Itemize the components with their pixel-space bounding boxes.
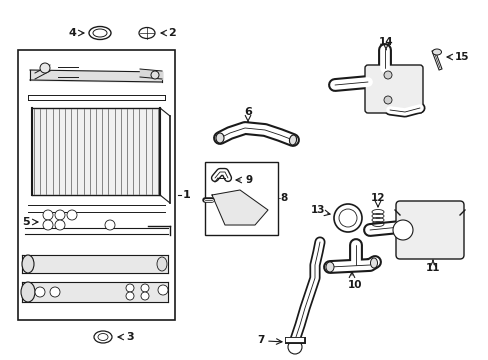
Circle shape — [287, 340, 302, 354]
Text: 4: 4 — [68, 28, 76, 38]
Text: 9: 9 — [244, 175, 252, 185]
Text: 13: 13 — [310, 205, 325, 215]
Circle shape — [158, 285, 168, 295]
Circle shape — [67, 210, 77, 220]
Circle shape — [55, 220, 65, 230]
Ellipse shape — [431, 49, 441, 55]
Circle shape — [43, 210, 53, 220]
Circle shape — [333, 204, 361, 232]
Bar — [18, 50, 175, 320]
Ellipse shape — [22, 255, 34, 273]
Ellipse shape — [289, 135, 296, 145]
Text: 5: 5 — [22, 217, 30, 227]
Ellipse shape — [21, 282, 35, 302]
Ellipse shape — [325, 262, 333, 272]
Text: 14: 14 — [378, 37, 392, 47]
Bar — [204, 162, 278, 235]
Circle shape — [43, 220, 53, 230]
Circle shape — [383, 96, 391, 104]
Circle shape — [126, 292, 134, 300]
Circle shape — [383, 71, 391, 79]
Text: 10: 10 — [347, 280, 362, 290]
Text: 8: 8 — [280, 193, 286, 203]
Text: 3: 3 — [126, 332, 134, 342]
Circle shape — [338, 209, 356, 227]
Text: 12: 12 — [370, 193, 385, 203]
Text: 15: 15 — [454, 52, 468, 62]
Ellipse shape — [98, 333, 108, 341]
Ellipse shape — [93, 29, 107, 37]
Circle shape — [126, 284, 134, 292]
Text: 11: 11 — [425, 263, 439, 273]
Ellipse shape — [89, 27, 111, 40]
Circle shape — [105, 220, 115, 230]
Circle shape — [40, 63, 50, 73]
Text: 7: 7 — [257, 335, 264, 345]
Circle shape — [392, 220, 412, 240]
Ellipse shape — [94, 331, 112, 343]
Circle shape — [151, 71, 159, 79]
Ellipse shape — [370, 258, 377, 268]
FancyBboxPatch shape — [364, 65, 422, 113]
Text: 2: 2 — [168, 28, 176, 38]
Ellipse shape — [157, 257, 167, 271]
FancyBboxPatch shape — [395, 201, 463, 259]
Text: 1: 1 — [183, 190, 190, 200]
Ellipse shape — [139, 27, 155, 39]
Ellipse shape — [216, 133, 224, 143]
Circle shape — [141, 292, 149, 300]
Circle shape — [50, 287, 60, 297]
Circle shape — [35, 287, 45, 297]
Circle shape — [55, 210, 65, 220]
Text: 6: 6 — [244, 107, 251, 117]
Circle shape — [141, 284, 149, 292]
Polygon shape — [212, 190, 267, 225]
